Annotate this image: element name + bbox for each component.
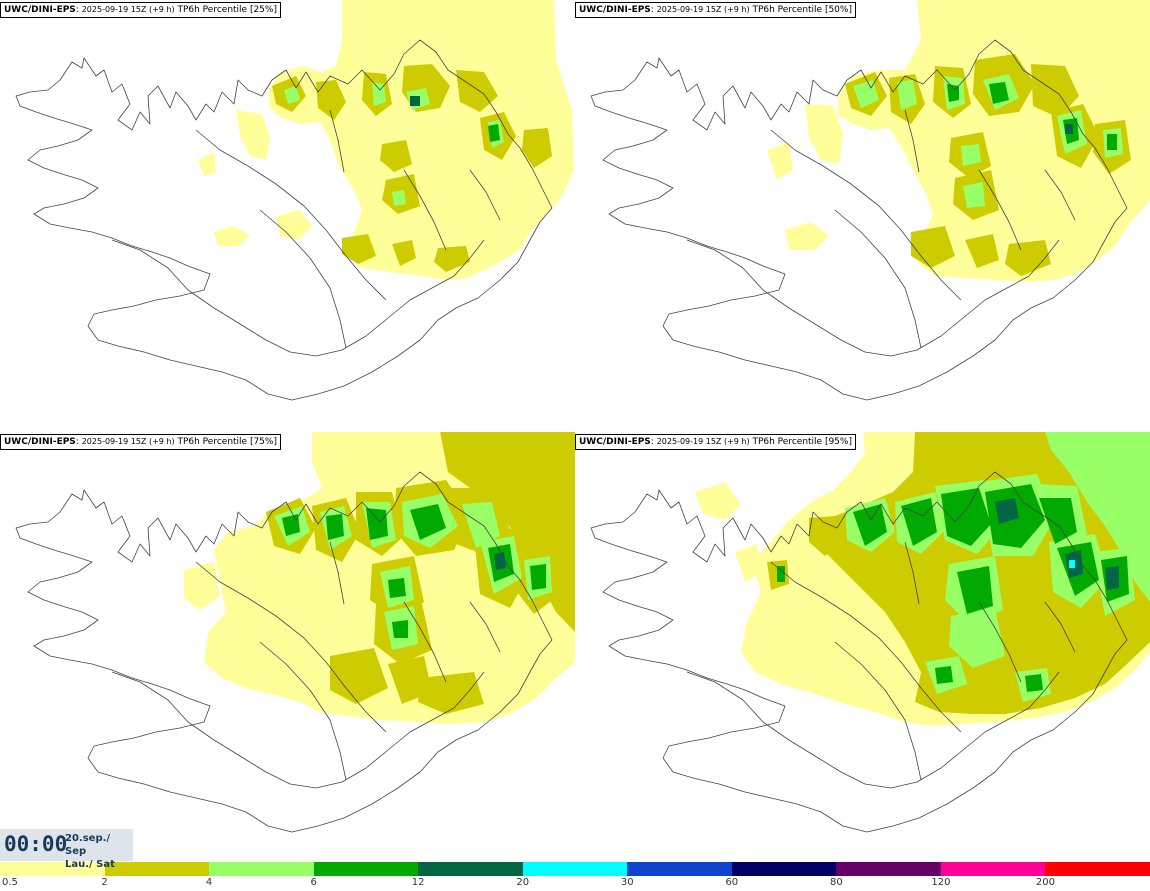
colorbar-swatch bbox=[627, 862, 733, 876]
colorbar-swatch bbox=[0, 862, 106, 876]
panel-title: UWC/DINI-EPS: 2025-09-19 15Z (+9 h) TP6h… bbox=[575, 2, 856, 18]
panel-title: UWC/DINI-EPS: 2025-09-19 15Z (+9 h) TP6h… bbox=[0, 2, 281, 18]
colorbar-swatch bbox=[522, 862, 628, 876]
colorbar-swatch bbox=[418, 862, 524, 876]
field-name: TP6h Percentile [75%] bbox=[177, 437, 277, 447]
colorbar-tick-label: 4 bbox=[205, 877, 213, 888]
map-panel-p50: UWC/DINI-EPS: 2025-09-19 15Z (+9 h) TP6h… bbox=[575, 0, 1150, 430]
precip-map-p50 bbox=[590, 0, 1150, 401]
colorbar-tick-label: 2 bbox=[101, 877, 108, 888]
colorbar-swatch bbox=[209, 862, 315, 876]
colorbar-tick-label: 200 bbox=[1035, 877, 1055, 888]
run-time: 2025-09-19 15Z (+9 h) bbox=[656, 437, 750, 446]
run-time: 2025-09-19 15Z (+9 h) bbox=[81, 437, 175, 446]
colorbar-swatch bbox=[940, 862, 1046, 876]
colorbar-swatch bbox=[731, 862, 837, 876]
colorbar-swatch bbox=[104, 862, 210, 876]
valid-weekday: Lau./ Sat bbox=[65, 859, 115, 870]
map-panel-p25: UWC/DINI-EPS: 2025-09-19 15Z (+9 h) TP6h… bbox=[0, 0, 575, 430]
colorbar-swatch bbox=[313, 862, 419, 876]
colorbar-swatch bbox=[836, 862, 942, 876]
model-name: UWC/DINI-EPS bbox=[579, 437, 651, 447]
precip-map-p95 bbox=[590, 432, 1150, 833]
panel-title: UWC/DINI-EPS: 2025-09-19 15Z (+9 h) TP6h… bbox=[0, 434, 281, 450]
model-name: UWC/DINI-EPS bbox=[579, 5, 651, 15]
valid-date-block: 20.sep./ Sep Lau./ Sat bbox=[65, 832, 133, 871]
colorbar-tick-label: 20 bbox=[516, 877, 530, 888]
run-time: 2025-09-19 15Z (+9 h) bbox=[81, 5, 175, 14]
run-time: 2025-09-19 15Z (+9 h) bbox=[656, 5, 750, 14]
colorbar-swatch bbox=[1045, 862, 1150, 876]
field-name: TP6h Percentile [95%] bbox=[752, 437, 852, 447]
model-name: UWC/DINI-EPS bbox=[4, 437, 76, 447]
valid-date: 20.sep./ Sep bbox=[65, 833, 111, 857]
map-panel-p95: UWC/DINI-EPS: 2025-09-19 15Z (+9 h) TP6h… bbox=[575, 432, 1150, 862]
colorbar-tick-label: 6 bbox=[310, 877, 317, 888]
valid-time-box: 00:00 20.sep./ Sep Lau./ Sat bbox=[0, 829, 133, 870]
precip-map-p75 bbox=[15, 432, 575, 833]
field-name: TP6h Percentile [25%] bbox=[177, 5, 277, 15]
colorbar-tick-label: 0.5 bbox=[2, 877, 18, 888]
colorbar-tick-label: 60 bbox=[725, 877, 739, 888]
precip-map-p25 bbox=[15, 0, 574, 401]
colorbar-tick-label: 30 bbox=[620, 877, 634, 888]
valid-time: 00:00 bbox=[4, 832, 68, 856]
model-name: UWC/DINI-EPS bbox=[4, 5, 76, 15]
map-panel-p75: UWC/DINI-EPS: 2025-09-19 15Z (+9 h) TP6h… bbox=[0, 432, 575, 862]
panel-title: UWC/DINI-EPS: 2025-09-19 15Z (+9 h) TP6h… bbox=[575, 434, 856, 450]
precipitation-colorbar: 0.5 2 4 6 12 20 30 60 80 120 200 bbox=[0, 862, 1150, 891]
colorbar-tick-label: 12 bbox=[411, 877, 425, 888]
colorbar-tick-label: 120 bbox=[931, 877, 951, 888]
field-name: TP6h Percentile [50%] bbox=[752, 5, 852, 15]
colorbar-tick-label: 80 bbox=[829, 877, 843, 888]
